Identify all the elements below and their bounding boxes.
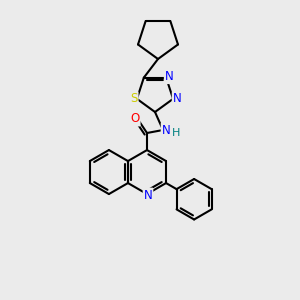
Text: O: O [130, 112, 140, 125]
Text: N: N [173, 92, 182, 105]
Text: N: N [165, 70, 173, 83]
Text: S: S [130, 92, 138, 105]
Text: H: H [172, 128, 180, 138]
Text: N: N [144, 189, 152, 202]
Text: N: N [162, 124, 170, 136]
